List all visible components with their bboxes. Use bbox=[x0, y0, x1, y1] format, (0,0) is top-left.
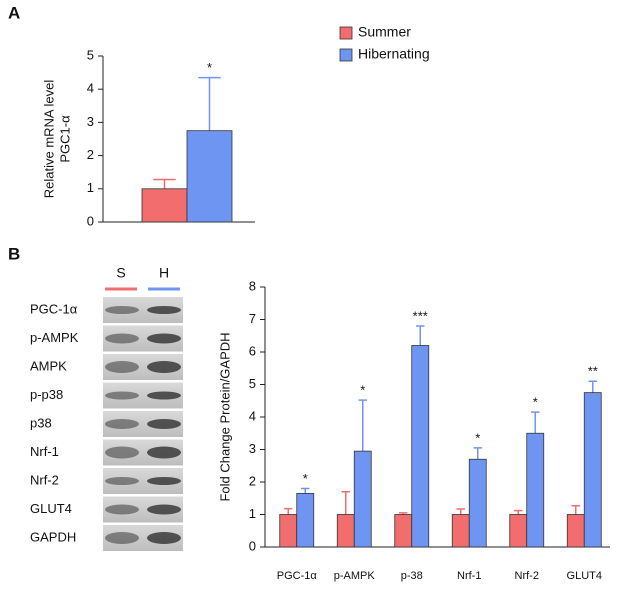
blot-band bbox=[147, 532, 181, 544]
blot-row-label: Nrf-2 bbox=[30, 472, 59, 487]
bar bbox=[526, 432, 545, 548]
y-tick-label: 3 bbox=[87, 114, 94, 129]
panel-label: A bbox=[8, 3, 20, 22]
y-tick-label: 6 bbox=[249, 343, 256, 358]
lane-label: S bbox=[116, 265, 125, 281]
significance: ** bbox=[588, 364, 598, 379]
y-axis-label: Relative mRNA level bbox=[41, 80, 56, 199]
y-tick-label: 0 bbox=[87, 213, 94, 228]
x-tick-label: Nrf-2 bbox=[515, 570, 539, 582]
blot-row-label: GAPDH bbox=[30, 529, 76, 544]
significance: * bbox=[207, 60, 212, 75]
blot-band bbox=[105, 391, 139, 400]
bar bbox=[411, 345, 430, 548]
blot-band bbox=[105, 361, 139, 373]
blot-band bbox=[105, 446, 139, 459]
lane-label: H bbox=[159, 265, 169, 281]
bar bbox=[186, 130, 233, 223]
x-tick-label: p-AMPK bbox=[334, 570, 376, 582]
blot-band bbox=[147, 504, 181, 515]
bar bbox=[509, 514, 528, 548]
bar bbox=[451, 514, 470, 548]
bar bbox=[583, 392, 602, 548]
y-tick-label: 4 bbox=[249, 408, 256, 423]
blot-row-label: GLUT4 bbox=[30, 501, 72, 516]
bar bbox=[279, 514, 298, 548]
significance: * bbox=[533, 395, 538, 410]
blot-band bbox=[105, 504, 139, 515]
bar bbox=[566, 514, 585, 548]
x-tick-label: GLUT4 bbox=[567, 570, 602, 582]
significance: * bbox=[360, 383, 365, 398]
blot-row-label: PGC-1α bbox=[30, 301, 78, 316]
y-tick-label: 3 bbox=[249, 441, 256, 456]
blot-row-label: p-p38 bbox=[30, 387, 63, 402]
blot-band bbox=[105, 333, 139, 344]
bar bbox=[141, 188, 188, 223]
blot-band bbox=[147, 306, 181, 314]
y-tick-label: 1 bbox=[87, 180, 94, 195]
y-tick-label: 5 bbox=[249, 376, 256, 391]
blot-row-label: Nrf-1 bbox=[30, 444, 59, 459]
blot-band bbox=[147, 333, 181, 344]
y-tick-label: 5 bbox=[87, 47, 94, 62]
bar bbox=[336, 514, 355, 548]
bar bbox=[353, 450, 372, 548]
bar bbox=[468, 458, 487, 548]
x-tick-label: Nrf-1 bbox=[457, 570, 481, 582]
legend-label: Hibernating bbox=[358, 46, 430, 62]
y-tick-label: 0 bbox=[249, 538, 256, 553]
significance: *** bbox=[413, 308, 428, 323]
y-tick-label: 1 bbox=[249, 506, 256, 521]
blot-row-label: AMPK bbox=[30, 358, 67, 373]
y-axis-label: PGC1-α bbox=[57, 115, 72, 163]
y-tick-label: 4 bbox=[87, 81, 94, 96]
blot-band bbox=[105, 419, 139, 429]
blot-row-label: p38 bbox=[30, 415, 52, 430]
legend-label: Summer bbox=[358, 24, 411, 40]
y-tick-label: 8 bbox=[249, 278, 256, 293]
blot-band bbox=[147, 446, 181, 459]
x-tick-label: p-38 bbox=[401, 570, 423, 582]
blot-band bbox=[147, 477, 181, 485]
blot-band bbox=[147, 361, 181, 373]
legend-swatch bbox=[339, 48, 353, 62]
blot-row-label: p-AMPK bbox=[30, 330, 79, 345]
blot-band bbox=[147, 391, 181, 400]
blot-band bbox=[105, 306, 139, 314]
y-tick-label: 2 bbox=[87, 147, 94, 162]
y-tick-label: 7 bbox=[249, 311, 256, 326]
blot-band bbox=[105, 477, 139, 485]
x-tick-label: PGC-1α bbox=[277, 570, 318, 582]
y-axis-label: Fold Change Protein/GAPDH bbox=[217, 332, 232, 501]
y-tick-label: 2 bbox=[249, 473, 256, 488]
panel-label: B bbox=[8, 244, 20, 263]
significance: * bbox=[303, 471, 308, 486]
legend-swatch bbox=[339, 26, 353, 40]
bar bbox=[394, 514, 413, 548]
bar bbox=[296, 492, 315, 548]
blot-band bbox=[105, 532, 139, 544]
blot-band bbox=[147, 419, 181, 429]
significance: * bbox=[475, 430, 480, 445]
